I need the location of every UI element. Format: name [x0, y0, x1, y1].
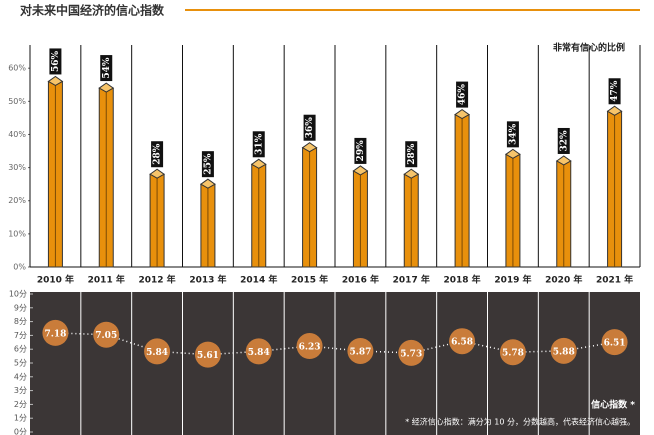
x-tick-label: 2020 年 — [545, 274, 582, 286]
x-tick-label: 2014 年 — [240, 274, 277, 286]
value-label: 5.73 — [400, 349, 422, 359]
marker — [245, 338, 272, 365]
marker — [347, 337, 374, 364]
value-label: 32% — [559, 130, 569, 152]
label-box — [405, 141, 418, 168]
y-tick-label: 7分 — [14, 331, 27, 340]
chart-title: 对未来中国经济的信心指数 — [20, 3, 165, 18]
marker — [550, 337, 577, 364]
y-tick-label: 0% — [13, 263, 26, 272]
bar-top — [454, 108, 471, 120]
bar-top — [504, 148, 521, 159]
y-tick-label: 8分 — [14, 317, 27, 326]
label-box — [100, 55, 113, 82]
marker — [398, 339, 425, 366]
marker — [144, 338, 171, 365]
x-tick-label: 2010 年 — [37, 274, 74, 286]
y-tick-label: 2分 — [14, 400, 27, 409]
bar-top — [98, 82, 115, 93]
x-tick-label: 2013 年 — [189, 274, 226, 286]
value-label: 5.84 — [146, 348, 168, 358]
label-box — [252, 131, 265, 158]
x-tick-label: 2011 年 — [88, 274, 125, 286]
legend: 信心指数 * — [591, 399, 635, 411]
y-tick-label: 0分 — [14, 428, 27, 435]
value-label: 7.18 — [44, 329, 66, 339]
label-box — [456, 81, 469, 108]
y-tick-label: 30% — [8, 163, 26, 172]
label-box — [303, 114, 316, 141]
marker — [42, 319, 69, 346]
y-tick-label: 9分 — [14, 303, 27, 312]
label-box — [151, 141, 164, 168]
value-label: 6.51 — [604, 339, 626, 349]
y-tick-label: 10分 — [9, 290, 27, 299]
marker — [194, 341, 221, 368]
bar-top — [555, 155, 572, 166]
marker — [601, 329, 628, 356]
bar-top — [352, 165, 369, 176]
y-tick-label: 3分 — [14, 386, 27, 395]
label-box — [49, 48, 62, 75]
y-tick-label: 6分 — [14, 345, 27, 354]
value-label: 46% — [458, 84, 468, 106]
x-tick-label: 2015 年 — [291, 274, 328, 286]
label-box — [557, 127, 570, 154]
y-tick-label: 4分 — [14, 372, 27, 381]
bar-top — [199, 178, 216, 189]
x-tick-label: 2021 年 — [596, 274, 633, 286]
x-tick-label: 2018 年 — [443, 274, 480, 286]
bar-top — [149, 168, 166, 179]
y-tick-label: 10% — [8, 229, 26, 238]
label-box — [201, 151, 214, 178]
value-label: 54% — [102, 57, 112, 79]
value-label: 6.23 — [299, 343, 321, 353]
marker — [499, 339, 526, 366]
x-tick-label: 2012 年 — [138, 274, 175, 286]
bar-top — [606, 105, 623, 116]
value-label: 28% — [153, 143, 163, 165]
value-label: 36% — [305, 117, 315, 139]
value-label: 34% — [508, 123, 518, 145]
value-label: 56% — [51, 50, 61, 72]
marker — [93, 321, 120, 348]
label-box — [354, 137, 367, 164]
y-tick-label: 40% — [8, 130, 26, 139]
value-label: 6.58 — [451, 338, 473, 348]
value-label: 28% — [407, 143, 417, 165]
bar-top — [403, 168, 420, 179]
y-tick-label: 1分 — [14, 414, 27, 423]
value-label: 7.05 — [95, 331, 117, 341]
bar-top — [250, 158, 267, 169]
marker — [296, 333, 323, 360]
value-label: 5.61 — [197, 351, 219, 361]
value-label: 31% — [254, 133, 264, 155]
bar-top — [301, 142, 318, 153]
value-label: 29% — [356, 140, 366, 162]
marker — [449, 328, 476, 355]
y-tick-label: 5分 — [14, 359, 27, 368]
x-tick-label: 2019 年 — [494, 274, 531, 286]
bar-top — [47, 75, 64, 87]
value-label: 5.87 — [349, 347, 371, 357]
y-tick-label: 50% — [8, 97, 26, 106]
footnote: * 经济信心指数：满分为 10 分，分数越高，代表经济信心越强。 — [405, 417, 635, 427]
value-label: 5.78 — [502, 349, 524, 359]
value-label: 47% — [610, 80, 620, 102]
label-box — [608, 78, 621, 105]
x-tick-label: 2017 年 — [393, 274, 430, 286]
value-label: 5.84 — [248, 348, 270, 358]
value-label: 5.88 — [553, 347, 575, 357]
label-box — [506, 121, 519, 148]
x-tick-label: 2016 年 — [342, 274, 379, 286]
value-label: 25% — [203, 153, 213, 175]
y-tick-label: 60% — [8, 64, 26, 73]
y-tick-label: 20% — [8, 196, 26, 205]
